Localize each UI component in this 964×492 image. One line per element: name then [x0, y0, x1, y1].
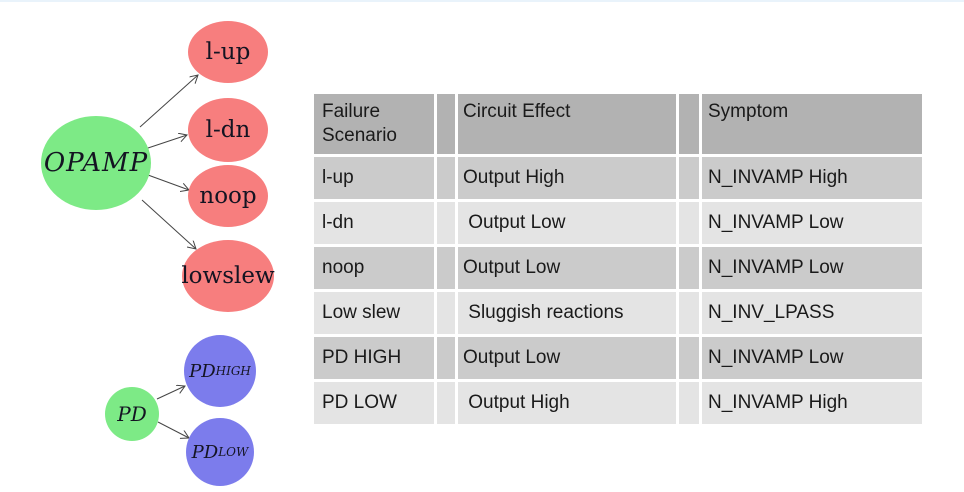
pd-high-node: PD HIGH — [184, 335, 256, 407]
cell-symptom: N_INVAMP High — [702, 382, 922, 424]
cell-failure: l-up — [314, 157, 434, 199]
cell-effect: Output High — [458, 382, 676, 424]
cell-effect: Output Low — [458, 202, 676, 244]
header-failure-scenario: Failure Scenario — [314, 94, 434, 154]
cell-effect: Output Low — [458, 247, 676, 289]
cell-spacer — [437, 247, 455, 289]
cell-spacer — [437, 292, 455, 334]
arrow-pd-pdlow — [157, 421, 189, 438]
cell-spacer — [679, 292, 699, 334]
fault-node-lowslew: lowslew — [181, 240, 275, 312]
fault-node-ldn: l-dn — [188, 98, 268, 162]
header-spacer — [679, 94, 699, 154]
opamp-root-node: OPAMP — [41, 116, 151, 210]
cell-spacer — [437, 202, 455, 244]
arrow-opamp-ldn — [147, 135, 187, 149]
header-symptom: Symptom — [702, 94, 922, 154]
cell-spacer — [437, 157, 455, 199]
pd-high-label: PD — [189, 360, 216, 382]
arrow-opamp-noop — [147, 174, 189, 190]
fault-node-noop: noop — [188, 165, 268, 227]
header-circuit-effect: Circuit Effect — [458, 94, 676, 154]
arrow-opamp-lowslew — [141, 199, 196, 249]
header-spacer — [437, 94, 455, 154]
cell-failure: l-dn — [314, 202, 434, 244]
cell-symptom: N_INVAMP Low — [702, 247, 922, 289]
fault-node-lup: l-up — [188, 21, 268, 83]
cell-symptom: N_INVAMP High — [702, 157, 922, 199]
cell-effect: Output High — [458, 157, 676, 199]
pd-root-node: PD — [105, 387, 159, 441]
cell-spacer — [679, 337, 699, 379]
cell-spacer — [679, 157, 699, 199]
cell-spacer — [679, 247, 699, 289]
cell-failure: PD HIGH — [314, 337, 434, 379]
cell-spacer — [437, 337, 455, 379]
cell-failure: PD LOW — [314, 382, 434, 424]
cell-spacer — [679, 202, 699, 244]
failure-scenario-table: Failure Scenario Circuit Effect Symptom … — [314, 94, 922, 424]
pd-low-node: PD LOW — [186, 418, 254, 486]
cell-symptom: N_INV_LPASS — [702, 292, 922, 334]
cell-symptom: N_INVAMP Low — [702, 337, 922, 379]
cell-symptom: N_INVAMP Low — [702, 202, 922, 244]
cell-spacer — [679, 382, 699, 424]
cell-effect: Sluggish reactions — [458, 292, 676, 334]
arrow-pd-pdhigh — [156, 386, 185, 400]
top-edge-strip — [0, 0, 964, 2]
cell-effect: Output Low — [458, 337, 676, 379]
cell-spacer — [437, 382, 455, 424]
pd-low-label: PD — [191, 441, 219, 463]
cell-failure: noop — [314, 247, 434, 289]
cell-failure: Low slew — [314, 292, 434, 334]
